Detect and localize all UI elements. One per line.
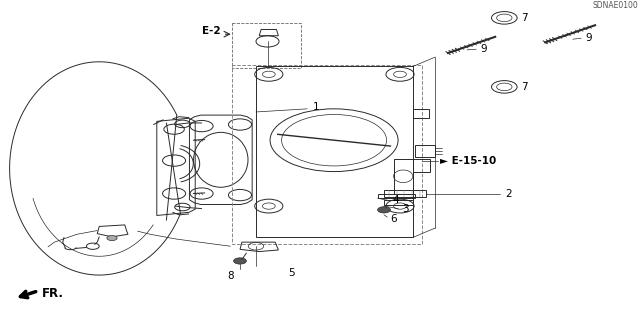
Text: 2: 2 (506, 189, 512, 198)
Text: FR.: FR. (42, 287, 63, 300)
Text: 5: 5 (289, 268, 295, 278)
Text: 9: 9 (586, 33, 592, 43)
Text: 4: 4 (392, 196, 399, 205)
Text: 7: 7 (522, 13, 528, 23)
Text: 6: 6 (390, 214, 397, 224)
Text: SDNAE0100: SDNAE0100 (593, 1, 639, 10)
Text: 9: 9 (480, 44, 486, 54)
Circle shape (378, 207, 390, 213)
Circle shape (234, 258, 246, 264)
Text: 1: 1 (312, 102, 319, 112)
Circle shape (107, 235, 117, 241)
Text: 3: 3 (402, 204, 408, 214)
Text: 8: 8 (227, 271, 234, 281)
Text: E-2: E-2 (202, 26, 221, 36)
Text: ► E-15-10: ► E-15-10 (440, 156, 497, 166)
Bar (232, 23, 301, 68)
Text: 7: 7 (522, 82, 528, 92)
